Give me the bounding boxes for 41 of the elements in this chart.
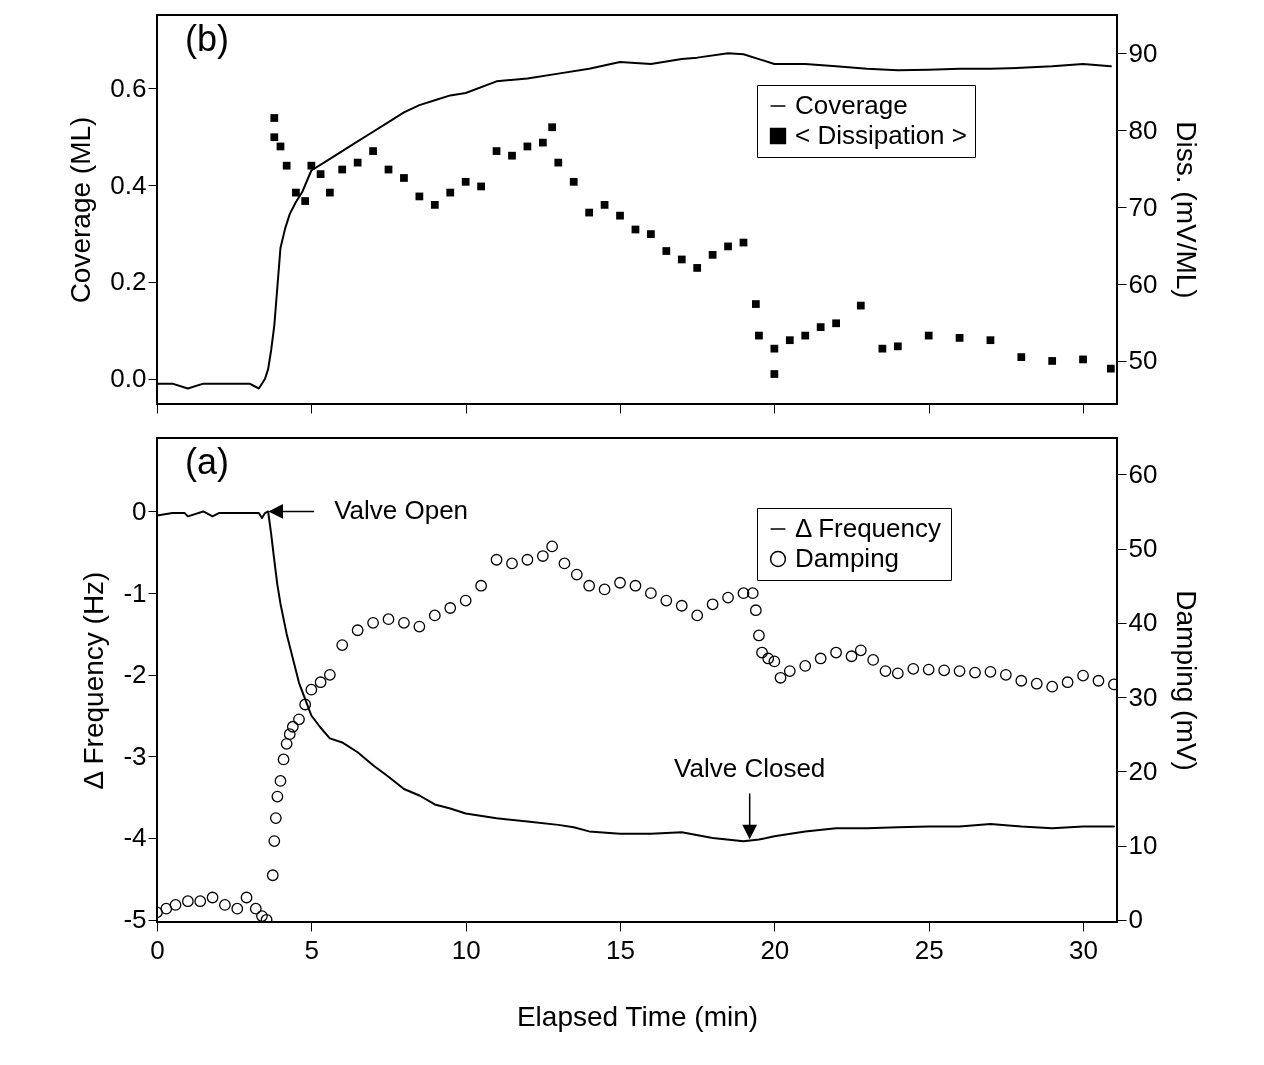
y2-tick-label: 70 [1128,191,1158,222]
y2-tick-label: 30 [1128,681,1158,712]
y2-tick-label: 20 [1128,755,1158,786]
y-axis-title: Δ Frequency (Hz) [78,571,110,790]
legend-label: < Dissipation > [795,120,967,150]
y-tick-label: 0 [132,495,147,526]
y-tick-label: 0.2 [110,266,147,297]
legend-label: Coverage [795,90,908,120]
y-tick-label: 0.0 [110,363,147,394]
annotation: (a) [185,441,229,482]
y2-axis-title: Damping (mV) [1171,590,1203,771]
annotation: (b) [185,18,229,59]
legend-label: Damping [795,543,900,573]
x-tick-label: 15 [606,934,635,965]
y-tick-label: -3 [123,740,147,771]
x-tick-label: 25 [914,934,944,965]
y-tick-label: -2 [123,659,147,690]
y-tick-label: -4 [123,822,147,853]
annotation: Valve Open [334,495,469,526]
y-axis-title: Coverage (ML) [65,116,97,304]
y2-tick-label: 50 [1128,345,1158,376]
x-tick-label: 10 [451,934,481,965]
y-tick-label: -1 [123,577,147,608]
x-axis-title: Elapsed Time (min) [516,1000,759,1032]
legend-label: Δ Frequency [795,513,941,543]
y-tick-label: -5 [123,904,147,935]
y2-axis-title: Diss. (mV/ML) [1171,121,1203,299]
x-tick-label: 20 [760,934,790,965]
y2-tick-label: 10 [1128,830,1158,861]
y-tick-label: 0.4 [110,169,147,200]
x-tick-label: 5 [304,934,320,965]
y2-tick-label: 0 [1128,904,1143,935]
annotation: Valve Closed [674,752,826,783]
y-tick-label: 0.6 [110,72,147,103]
y2-tick-label: 90 [1128,37,1158,68]
y2-tick-label: 60 [1128,268,1158,299]
x-tick-label: 30 [1069,934,1099,965]
y2-tick-label: 80 [1128,114,1158,145]
y2-tick-label: 40 [1128,607,1158,638]
y2-tick-label: 60 [1128,458,1158,489]
y2-tick-label: 50 [1128,533,1158,564]
